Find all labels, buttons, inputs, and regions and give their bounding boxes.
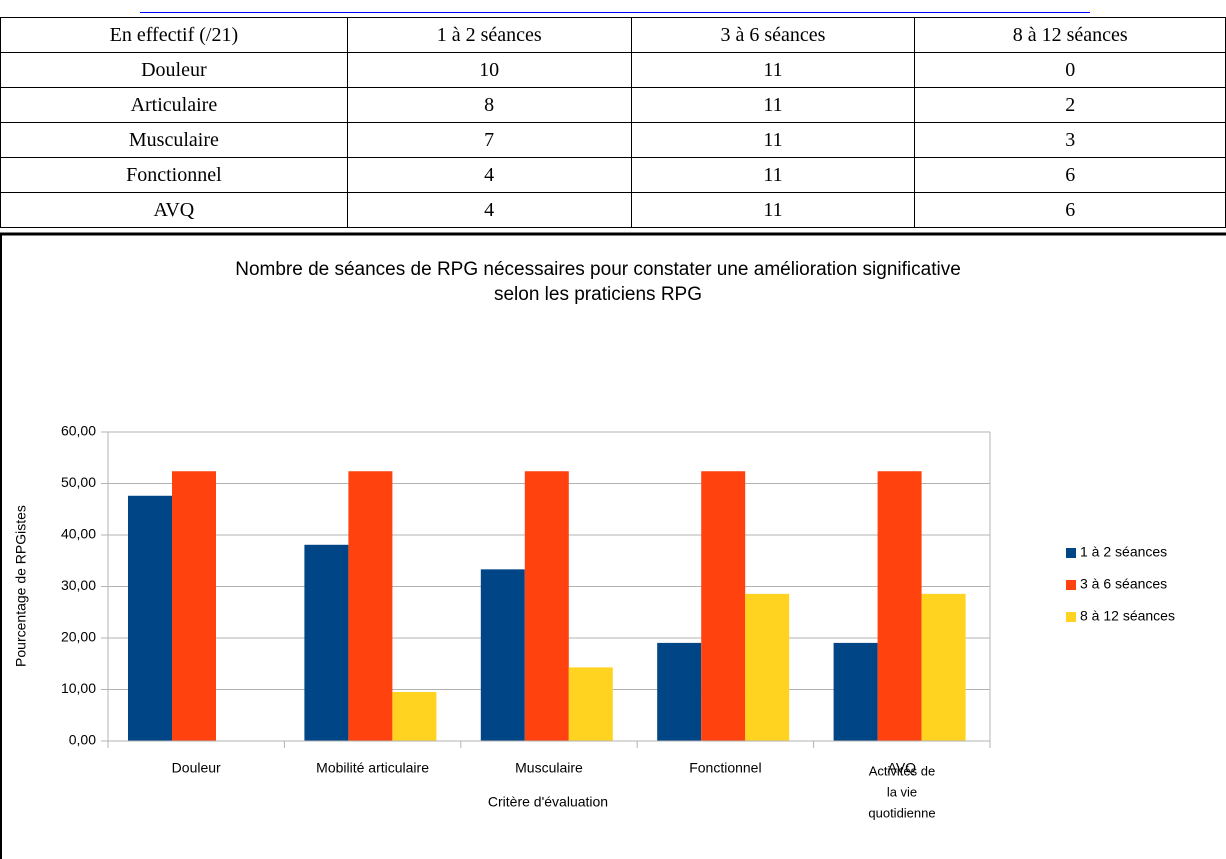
cell: 4 [346,192,632,228]
cell: 11 [630,122,916,158]
table-row: AVQ 4 11 6 [0,192,1226,228]
y-tick-label: 30,00 [61,577,96,593]
link-underline [140,12,1090,13]
annotation: Activités de [869,763,935,778]
cell: 11 [630,87,916,123]
bar [701,471,746,741]
table-row: Musculaire 7 11 3 [0,122,1226,158]
table-row: Fonctionnel 4 11 6 [0,157,1226,193]
x-tick-label: Musculaire [515,760,583,776]
cell: 3 [914,122,1226,158]
chart-title: selon les praticiens RPG [494,284,702,305]
y-tick-label: 20,00 [61,629,96,645]
annotation: la vie [887,784,917,799]
legend-swatch [1066,612,1076,622]
y-tick-label: 50,00 [61,474,96,490]
table-row: Articulaire 8 11 2 [0,87,1226,123]
bar [833,642,878,741]
cell: Douleur [0,52,348,88]
bar [745,593,790,741]
bar [657,642,702,741]
cell: 7 [346,122,632,158]
cell: Fonctionnel [0,157,348,193]
chart-title: Nombre de séances de RPG nécessaires pou… [235,259,961,280]
cell: En effectif (/21) [0,17,348,53]
y-tick-label: 10,00 [61,680,96,696]
cell: 2 [914,87,1226,123]
cell: 11 [630,52,916,88]
cell: 8 à 12 séances [914,17,1226,53]
legend-label: 3 à 6 séances [1080,576,1167,592]
bar [568,667,613,741]
bar [128,495,172,741]
legend-label: 1 à 2 séances [1080,544,1167,560]
x-tick-label: Mobilité articulaire [316,760,429,776]
bar [524,471,569,741]
x-tick-label: AVQ [888,760,917,776]
cell: 11 [630,157,916,193]
y-tick-label: 60,00 [61,423,96,439]
cell: 3 à 6 séances [630,17,916,53]
y-tick-label: 0,00 [69,732,96,748]
cell: 11 [630,192,916,228]
x-tick-label: Douleur [172,760,221,776]
cell: 0 [914,52,1226,88]
legend-label: 8 à 12 séances [1080,608,1175,624]
bar [348,471,393,741]
bar [392,691,437,741]
header-row: En effectif (/21) 1 à 2 séances 3 à 6 séan… [0,17,1226,53]
table-row: Douleur 10 11 0 [0,52,1226,88]
cell: Musculaire [0,122,348,158]
cell: AVQ [0,192,348,228]
x-axis-label: Critère d'évaluation [488,794,608,810]
bar [480,569,525,741]
data-table: En effectif (/21) 1 à 2 séances 3 à 6 séan… [0,17,1226,228]
cell: 6 [914,157,1226,193]
y-tick-label: 40,00 [61,526,96,542]
x-tick-label: Fonctionnel [689,760,761,776]
legend-swatch [1066,580,1076,590]
cell: 6 [914,192,1226,228]
cell: 1 à 2 séances [346,17,632,53]
bar [304,544,349,741]
bar [877,471,922,741]
bar [921,593,966,741]
legend-swatch [1066,548,1076,558]
cell: 4 [346,157,632,193]
annotation: quotidienne [868,805,935,820]
y-axis-label: Pourcentage de RPGistes [13,505,29,667]
bar [172,471,216,741]
